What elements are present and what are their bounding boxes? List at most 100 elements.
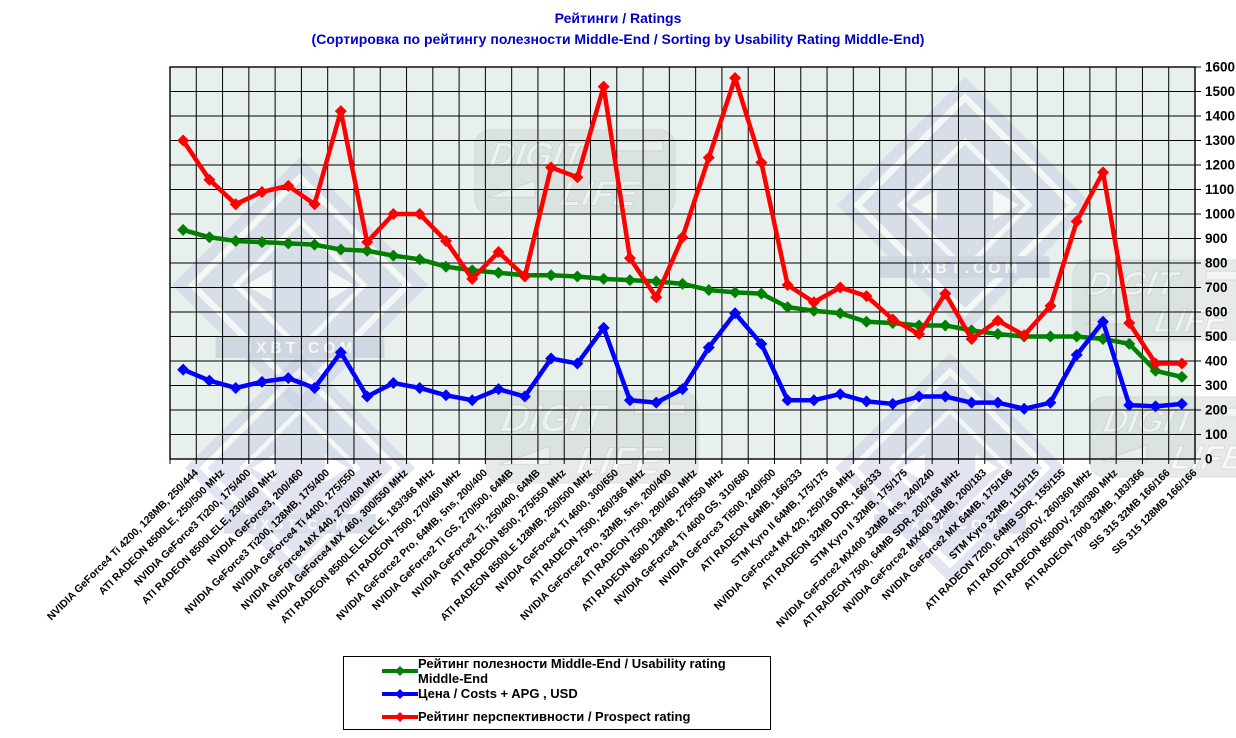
series-markers-2 xyxy=(177,72,1188,370)
data-point xyxy=(1070,348,1083,361)
data-point xyxy=(334,105,347,118)
data-point xyxy=(282,372,295,385)
data-point xyxy=(177,363,190,376)
legend-item-0: Рейтинг полезности Middle-End / Usabilit… xyxy=(382,656,770,686)
data-point xyxy=(177,223,190,236)
data-point xyxy=(1018,329,1031,342)
data-point xyxy=(781,301,794,314)
svg-text:LIFE: LIFE xyxy=(573,440,665,483)
chart-subtitle: (Сортировка по рейтингу полезности Middl… xyxy=(311,31,925,47)
data-point xyxy=(518,390,531,403)
data-point xyxy=(913,328,926,341)
data-point xyxy=(623,394,636,407)
data-point xyxy=(229,198,242,211)
data-point xyxy=(308,381,321,394)
data-point xyxy=(1044,299,1057,312)
data-point xyxy=(571,270,584,283)
legend-item-2: Рейтинг перспективности / Prospect ratin… xyxy=(382,705,770,728)
data-point xyxy=(729,72,742,85)
data-point xyxy=(834,388,847,401)
data-point xyxy=(1123,399,1136,412)
data-point xyxy=(597,272,610,285)
data-point xyxy=(1097,315,1110,328)
data-point xyxy=(492,383,505,396)
data-point xyxy=(939,390,952,403)
legend-marker xyxy=(382,665,418,676)
data-point xyxy=(387,249,400,262)
data-point xyxy=(729,307,742,320)
y-axis-label: 1100 xyxy=(1205,182,1234,197)
plot-border xyxy=(169,66,1196,460)
data-point xyxy=(1123,317,1136,330)
y-axis-label: 1500 xyxy=(1205,84,1235,99)
svg-text:DIGIT: DIGIT xyxy=(1084,265,1184,303)
y-axis-label: 900 xyxy=(1205,231,1228,246)
y-axis-label: 800 xyxy=(1205,256,1228,271)
data-point xyxy=(676,231,689,244)
legend-label: Рейтинг полезности Middle-End / Usabilit… xyxy=(418,655,726,686)
data-point xyxy=(676,277,689,290)
y-axis-label: 500 xyxy=(1205,329,1228,344)
svg-text:i X B T . C O M: i X B T . C O M xyxy=(248,340,353,357)
y-axis-label: 1400 xyxy=(1205,109,1235,124)
data-point xyxy=(676,383,689,396)
svg-text:DIGIT: DIGIT xyxy=(1101,402,1201,440)
data-point xyxy=(650,275,663,288)
y-axis-label: 100 xyxy=(1205,427,1228,442)
data-point xyxy=(255,375,268,388)
data-point xyxy=(1175,370,1188,383)
data-point xyxy=(334,243,347,256)
data-point xyxy=(1175,397,1188,410)
svg-text:i X B T . C O M: i X B T . C O M xyxy=(253,517,347,532)
series-markers-1 xyxy=(177,307,1188,415)
data-point xyxy=(255,185,268,198)
data-point xyxy=(650,396,663,409)
chart-title: Рейтинги / Ratings xyxy=(554,10,682,26)
svg-text:DIGIT: DIGIT xyxy=(498,398,612,441)
data-point xyxy=(781,279,794,292)
data-point xyxy=(1044,330,1057,343)
data-point xyxy=(1175,357,1188,370)
y-axis-label: 700 xyxy=(1205,280,1228,295)
data-point xyxy=(1018,402,1031,415)
data-point xyxy=(1123,337,1136,350)
data-point xyxy=(413,253,426,266)
data-point xyxy=(597,321,610,334)
data-point xyxy=(1097,166,1110,179)
data-point xyxy=(361,236,374,249)
data-point xyxy=(623,252,636,265)
data-point xyxy=(439,260,452,273)
y-axis-label: 600 xyxy=(1205,305,1228,320)
y-axis-label: 400 xyxy=(1205,354,1228,369)
data-point xyxy=(702,341,715,354)
legend-marker xyxy=(382,688,418,699)
data-point xyxy=(755,156,768,169)
data-point xyxy=(1149,364,1162,377)
data-point xyxy=(860,315,873,328)
data-point xyxy=(939,319,952,332)
data-point xyxy=(1044,396,1057,409)
data-point xyxy=(413,381,426,394)
data-point xyxy=(387,208,400,220)
data-point xyxy=(361,390,374,403)
data-point xyxy=(991,396,1004,409)
data-point xyxy=(439,234,452,247)
data-point xyxy=(1070,330,1083,343)
data-point xyxy=(387,377,400,390)
data-point xyxy=(545,352,558,365)
data-point xyxy=(965,396,978,409)
legend: Рейтинг полезности Middle-End / Usabilit… xyxy=(343,656,771,730)
data-point xyxy=(571,171,584,184)
chart-title-block: Рейтинги / Ratings (Сортировка по рейтин… xyxy=(0,8,1236,50)
data-point xyxy=(991,328,1004,341)
y-axis-label: 0 xyxy=(1205,452,1213,467)
data-point xyxy=(860,290,873,303)
data-point xyxy=(545,269,558,282)
svg-text:LIFE: LIFE xyxy=(558,174,643,214)
data-point xyxy=(939,287,952,300)
data-point xyxy=(492,245,505,258)
data-point xyxy=(571,357,584,370)
